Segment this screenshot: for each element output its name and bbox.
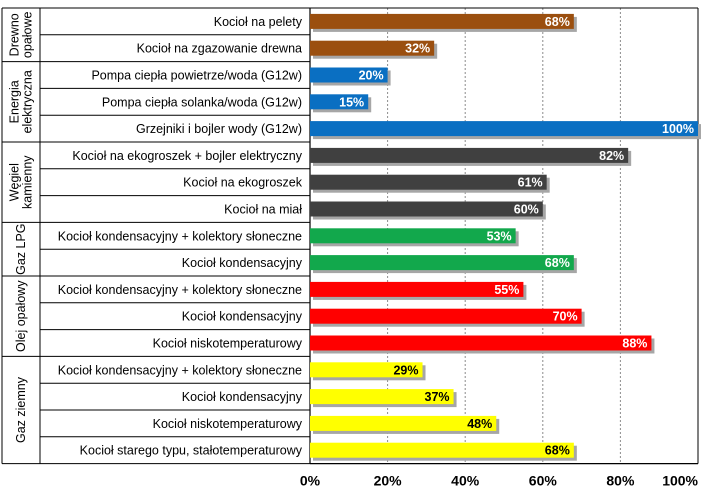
bar xyxy=(310,255,574,271)
category-label: Kocioł kondensacyjny xyxy=(182,390,303,404)
value-label: 70% xyxy=(553,310,578,324)
group-label-line: Gaz ziemny xyxy=(14,376,28,443)
group-label-line: Gaz LPG xyxy=(14,223,28,274)
bar xyxy=(310,121,698,137)
group-label-line: Węgiel xyxy=(8,163,22,201)
group-label-line: kamienny xyxy=(21,155,35,209)
category-label: Kocioł kondensacyjny xyxy=(182,256,303,270)
bars-layer xyxy=(310,13,701,461)
x-tick-label: 0% xyxy=(300,473,321,489)
category-label: Pompa ciepła solanka/woda (G12w) xyxy=(102,95,302,109)
group-label-line: Energia xyxy=(8,80,22,123)
group-label-line: Olej opałowy xyxy=(14,280,28,352)
group-label: Drewnoopałowe xyxy=(8,11,35,58)
value-label: 61% xyxy=(518,176,543,190)
bar xyxy=(310,362,423,378)
category-label: Kocioł kondensacyjny + kolektory słonecz… xyxy=(58,363,302,377)
value-label: 20% xyxy=(359,69,384,83)
bar xyxy=(310,442,574,458)
x-tick-label: 20% xyxy=(374,473,403,489)
bar xyxy=(310,67,388,83)
bar xyxy=(310,415,497,431)
labels-layer: 0% 20% 40% 60% 80% 100% Drewnoopałowe Kocioł na… xyxy=(8,11,699,488)
bar xyxy=(310,174,547,190)
category-label: Kocioł starego typu, stałotemperaturowy xyxy=(80,444,303,458)
group-label-line: opałowe xyxy=(21,11,35,58)
category-label: Kocioł niskotemperaturowy xyxy=(153,337,303,351)
value-label: 100% xyxy=(662,122,694,136)
bar xyxy=(310,94,369,110)
grid-layer xyxy=(1,7,699,465)
value-label: 53% xyxy=(487,229,512,243)
value-label: 48% xyxy=(467,417,492,431)
bar xyxy=(310,201,543,217)
value-label: 32% xyxy=(405,42,430,56)
bar xyxy=(310,308,582,324)
category-label: Pompa ciepła powietrze/woda (G12w) xyxy=(91,69,302,83)
bar xyxy=(310,40,435,56)
x-tick-label: 80% xyxy=(606,473,635,489)
bar xyxy=(310,335,652,351)
group-label: Węgielkamienny xyxy=(8,155,35,209)
value-label: 82% xyxy=(599,149,624,163)
value-label: 68% xyxy=(545,256,570,270)
x-tick-label: 100% xyxy=(662,473,698,489)
bar xyxy=(310,13,574,29)
category-label: Kocioł na miał xyxy=(224,203,302,217)
group-label-line: elektryczna xyxy=(21,70,35,133)
value-label: 29% xyxy=(393,363,418,377)
category-label: Kocioł kondensacyjny xyxy=(182,310,303,324)
value-label: 60% xyxy=(514,203,539,217)
bar xyxy=(310,228,516,244)
bar xyxy=(310,281,524,297)
value-label: 55% xyxy=(494,283,519,297)
group-label: Gaz ziemny xyxy=(14,376,28,443)
category-label: Kocioł kondensacyjny + kolektory słonecz… xyxy=(58,283,302,297)
category-label: Kocioł na zgazowanie drewna xyxy=(137,42,302,56)
category-label: Kocioł kondensacyjny + kolektory słonecz… xyxy=(58,229,302,243)
value-label: 68% xyxy=(545,15,570,29)
category-label: Kocioł na ekogroszek + bojler elektryczn… xyxy=(72,149,302,163)
x-tick-label: 60% xyxy=(529,473,558,489)
bar xyxy=(310,389,454,405)
value-label: 68% xyxy=(545,444,570,458)
value-label: 37% xyxy=(425,390,450,404)
group-label: Gaz LPG xyxy=(14,223,28,274)
value-label: 15% xyxy=(339,95,364,109)
group-label: Olej opałowy xyxy=(14,280,28,352)
group-label-line: Drewno xyxy=(8,13,22,56)
category-label: Kocioł na ekogroszek xyxy=(183,176,303,190)
x-tick-label: 40% xyxy=(451,473,480,489)
value-label: 88% xyxy=(622,337,647,351)
group-label: Energiaelektryczna xyxy=(8,70,35,133)
bar xyxy=(310,147,629,163)
category-label: Kocioł na pelety xyxy=(214,15,303,29)
category-label: Kocioł niskotemperaturowy xyxy=(153,417,303,431)
category-label: Grzejniki i bojler wody (G12w) xyxy=(136,122,302,136)
